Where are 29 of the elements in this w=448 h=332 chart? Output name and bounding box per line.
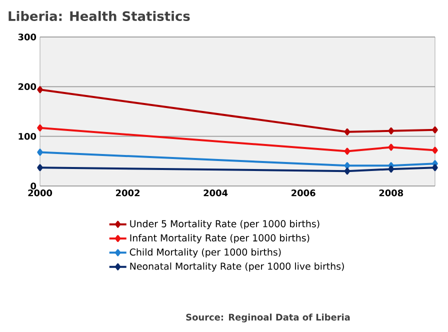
y-tick-label: 300 [18, 34, 36, 40]
point [388, 144, 394, 151]
y-tick-label: 100 [18, 132, 36, 140]
legend-label: Under 5 Mortality Rate (per 1000 births) [130, 220, 320, 230]
x-tick-label: 2000 [28, 190, 52, 196]
legend-label: Child Mortality (per 1000 births) [130, 248, 281, 258]
y-tick-label: 200 [18, 83, 36, 90]
point [344, 128, 350, 136]
point [37, 86, 43, 94]
legend-label: Neonatal Mortality Rate (per 1000 live births) [130, 262, 344, 272]
y-tick-label: 0 [30, 182, 36, 190]
point [37, 148, 43, 156]
x-tick-label: 2006 [292, 190, 316, 196]
point [37, 124, 43, 132]
x-tick-label: 2002 [116, 190, 140, 196]
chart-title: Liberia: Health Statistics [8, 10, 190, 22]
point [388, 166, 394, 173]
source-note: Source: Reginoal Data of Liberia [186, 314, 350, 322]
point [432, 146, 438, 154]
point [344, 168, 350, 175]
point [344, 162, 350, 170]
point [344, 148, 350, 155]
point [432, 164, 438, 172]
x-tick-label: 2008 [379, 190, 404, 196]
point [432, 126, 438, 134]
legend-label: Infant Mortality Rate (per 1000 births) [130, 234, 310, 244]
point [37, 164, 43, 172]
x-tick-label: 2004 [204, 190, 228, 196]
point [388, 127, 394, 134]
